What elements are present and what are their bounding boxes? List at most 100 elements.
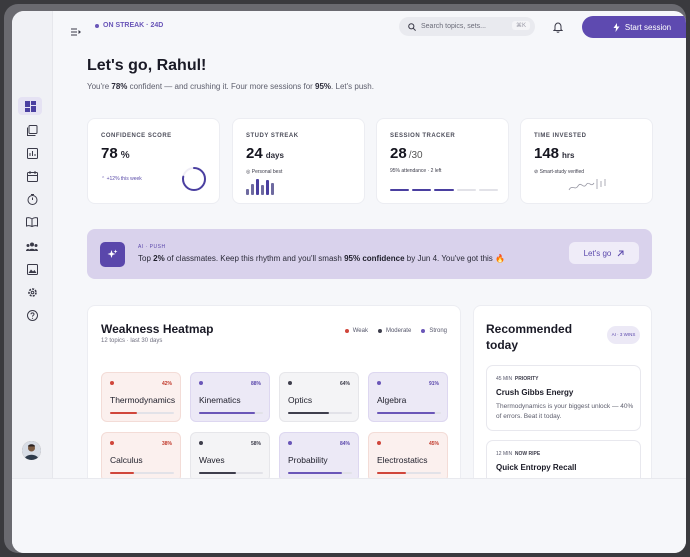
tile-progress-fill	[110, 472, 135, 474]
rec-meta: 45 MIN PRIORITY	[496, 376, 539, 382]
tile-topic: Waves	[199, 455, 225, 465]
tile-percent: 84%	[339, 441, 350, 447]
tile-progress-fill	[288, 412, 329, 414]
time-invested-card[interactable]: TIME INVESTED 148 hrs ⊘ Smart-study verif…	[520, 118, 653, 204]
start-session-button[interactable]: Start session	[582, 16, 686, 38]
stat-value: 24 days	[246, 145, 284, 162]
page-title: Let's go, Rahul!	[87, 57, 207, 74]
confidence-score-card[interactable]: CONFIDENCE SCORE 78% ⌃ +12% this week	[87, 118, 220, 204]
sidebar-item-settings[interactable]	[22, 283, 42, 301]
gear-icon	[27, 287, 37, 297]
heatmap-legend: Weak Moderate Strong	[344, 328, 447, 334]
sidebar-item-gallery[interactable]	[22, 260, 42, 278]
legend-weak: Weak	[344, 328, 368, 334]
tile-progress-track	[110, 412, 174, 414]
tile-percent: 64%	[339, 381, 350, 387]
legend-moderate: Moderate	[377, 328, 411, 334]
tile-percent: 58%	[250, 441, 261, 447]
tile-percent: 91%	[428, 381, 439, 387]
ai-push-banner: AI · PUSH Top 2% of classmates. Keep thi…	[87, 229, 652, 279]
streak-bar	[256, 179, 259, 195]
sidebar-item-library[interactable]	[22, 121, 42, 139]
heatmap-tile[interactable]: 42% Thermodynamics	[101, 372, 181, 422]
search-icon	[408, 22, 416, 31]
tile-topic: Probability	[288, 455, 328, 465]
tile-topic: Optics	[288, 395, 313, 405]
heatmap-tile[interactable]: 64% Optics	[279, 372, 359, 422]
stat-value: 28/30	[390, 145, 423, 162]
banner-text: Top 2% of classmates. Keep this rhythm a…	[138, 254, 505, 263]
streak-indicator: ON STREAK · 24D	[95, 22, 163, 29]
heatmap-tile[interactable]: 58% Waves	[190, 432, 270, 482]
session-segment	[390, 189, 410, 191]
stat-label: CONFIDENCE SCORE	[101, 133, 172, 139]
search-shortcut: ⌘K	[511, 21, 530, 30]
stat-note: ⊘ Smart-study verified	[534, 169, 585, 175]
tile-progress-fill	[199, 412, 256, 414]
search-placeholder: Search topics, sets...	[421, 23, 486, 30]
tile-topic: Algebra	[377, 395, 407, 405]
stat-label: STUDY STREAK	[246, 133, 299, 139]
heatmap-tile[interactable]: 91% Algebra	[368, 372, 448, 422]
time-sparkline	[568, 179, 606, 191]
sidebar-item-dashboard[interactable]	[18, 97, 42, 115]
reports-icon	[26, 147, 38, 159]
sidebar-item-calendar[interactable]	[22, 167, 42, 185]
sidebar-item-timer[interactable]	[22, 190, 42, 208]
stat-label: SESSION TRACKER	[390, 133, 456, 139]
streak-bar	[271, 183, 274, 195]
image-icon	[26, 263, 38, 275]
menu-toggle-button[interactable]	[71, 23, 81, 41]
streak-dot	[95, 23, 99, 28]
calendar-icon	[26, 170, 38, 182]
rec-desc: Thermodynamics is your biggest unlock — …	[496, 403, 634, 420]
stat-note: 95% attendance · 2 left	[390, 168, 442, 174]
level-dot	[110, 381, 114, 385]
tile-progress-fill	[377, 472, 406, 474]
stat-note: ◎ Personal best	[246, 169, 283, 175]
help-icon	[26, 309, 38, 321]
banner-tag: AI · PUSH	[138, 244, 166, 250]
heatmap-subtitle: 12 topics · last 30 days	[101, 338, 163, 344]
tile-topic: Kinematics	[199, 395, 241, 405]
stat-value: 78%	[101, 145, 130, 162]
sidebar-item-community[interactable]	[22, 237, 42, 255]
rec-meta: 12 MIN NOW RIPE	[496, 451, 541, 457]
tile-topic: Thermodynamics	[110, 395, 176, 405]
session-tracker-card[interactable]: SESSION TRACKER 28/30 95% attendance · 2…	[376, 118, 509, 204]
session-segment	[434, 189, 454, 191]
rec-name: Crush Gibbs Energy	[496, 388, 574, 397]
avatar[interactable]	[22, 441, 41, 460]
heatmap-tile[interactable]: 84% Probability	[279, 432, 359, 482]
heatmap-tile[interactable]: 45% Electrostatics	[368, 432, 448, 482]
level-dot	[288, 441, 292, 445]
recommendation-item[interactable]: 45 MIN PRIORITY Crush Gibbs Energy Therm…	[486, 365, 641, 431]
dashboard-icon	[24, 100, 36, 112]
session-segment	[478, 189, 499, 191]
heatmap-tile[interactable]: 88% Kinematics	[190, 372, 270, 422]
streak-bars	[246, 179, 282, 195]
tile-progress-fill	[377, 412, 436, 414]
lets-go-button[interactable]: Let's go	[569, 242, 639, 264]
arrow-up-right-icon	[618, 250, 624, 256]
search-input[interactable]: Search topics, sets... ⌘K	[399, 17, 535, 36]
device-frame: ON STREAK · 24D Search topics, sets... ⌘…	[4, 4, 686, 553]
study-streak-card[interactable]: STUDY STREAK 24 days ◎ Personal best	[232, 118, 365, 204]
tile-progress-track	[288, 412, 352, 414]
session-segment	[456, 189, 476, 191]
sidebar-item-reports[interactable]	[22, 144, 42, 162]
sidebar-item-help[interactable]	[22, 306, 42, 324]
weakness-heatmap-card: Weakness Heatmap 12 topics · last 30 day…	[87, 305, 461, 485]
heatmap-tile[interactable]: 38% Calculus	[101, 432, 181, 482]
notifications-button[interactable]	[552, 20, 564, 38]
lets-go-label: Let's go	[583, 248, 612, 258]
user-avatar-icon	[22, 441, 41, 460]
book-open-icon	[26, 217, 38, 227]
level-dot	[288, 381, 292, 385]
sidebar-item-notebook[interactable]	[22, 213, 42, 231]
streak-bar	[261, 185, 264, 195]
trend-up-icon: ⌃	[101, 176, 107, 182]
stat-value: 148 hrs	[534, 145, 575, 162]
bell-icon	[552, 22, 564, 33]
heatmap-title: Weakness Heatmap	[101, 322, 214, 336]
